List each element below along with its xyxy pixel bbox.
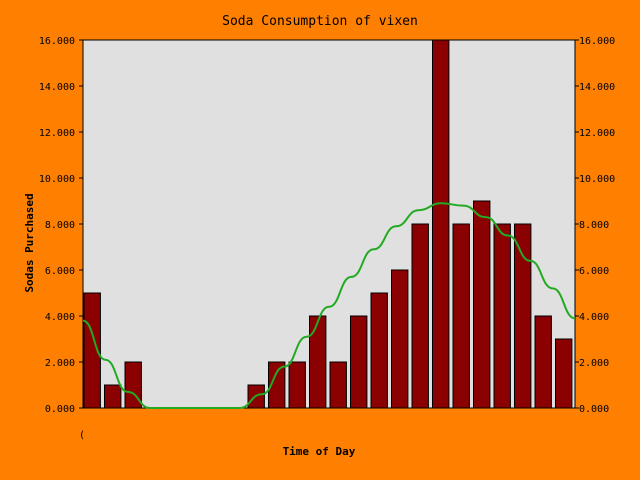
bar — [350, 315, 368, 409]
y-tick-label-left: 16.000 — [39, 36, 75, 47]
y-tick-label-right: 8.000 — [579, 220, 609, 231]
bar — [370, 292, 388, 409]
y-tick-label-left: 6.000 — [45, 266, 75, 277]
y-tick-label-left: 4.000 — [45, 312, 75, 323]
bar — [432, 39, 450, 409]
bar — [309, 315, 327, 409]
y-tick-label-left: 10.000 — [39, 174, 75, 185]
bar — [555, 338, 573, 409]
right-y-axis: 0.000 2.000 4.000 6.000 8.000 10.000 12.000 14.… — [575, 36, 615, 415]
y-tick-label-right: 0.000 — [579, 404, 609, 415]
bar — [288, 361, 306, 409]
bar — [493, 223, 511, 409]
y-tick-label-left: 0.000 — [45, 404, 75, 415]
y-tick-label-right: 10.000 — [579, 174, 615, 185]
y-tick-label-right: 2.000 — [579, 358, 609, 369]
bar — [514, 223, 532, 409]
y-axis-label: Sodas Purchased — [23, 193, 36, 292]
left-y-axis: 0.000 2.000 4.000 6.000 8.000 10.000 12.000 14.… — [39, 36, 83, 415]
x-axis-label: Time of Day — [283, 445, 356, 458]
y-tick-label-right: 4.000 — [579, 312, 609, 323]
y-tick-label-right: 12.000 — [579, 128, 615, 139]
bar — [452, 223, 470, 409]
y-tick-label-left: 8.000 — [45, 220, 75, 231]
bar — [104, 384, 122, 409]
bar-series — [83, 39, 573, 409]
y-tick-label-left: 14.000 — [39, 82, 75, 93]
chart-title: Soda Consumption of vixen — [222, 14, 418, 29]
y-tick-label-right: 16.000 — [579, 36, 615, 47]
y-tick-label-left: 12.000 — [39, 128, 75, 139]
plot-area — [82, 39, 576, 409]
bar — [534, 315, 552, 409]
y-tick-label-right: 6.000 — [579, 266, 609, 277]
bar — [268, 361, 286, 409]
bar — [329, 361, 347, 409]
bar — [83, 292, 101, 409]
bar — [411, 223, 429, 409]
bar — [473, 200, 491, 409]
x-tick-label: ( — [79, 430, 85, 441]
y-tick-label-left: 2.000 — [45, 358, 75, 369]
trend-line — [82, 202, 576, 409]
y-tick-label-right: 14.000 — [579, 82, 615, 93]
bar — [391, 269, 409, 409]
